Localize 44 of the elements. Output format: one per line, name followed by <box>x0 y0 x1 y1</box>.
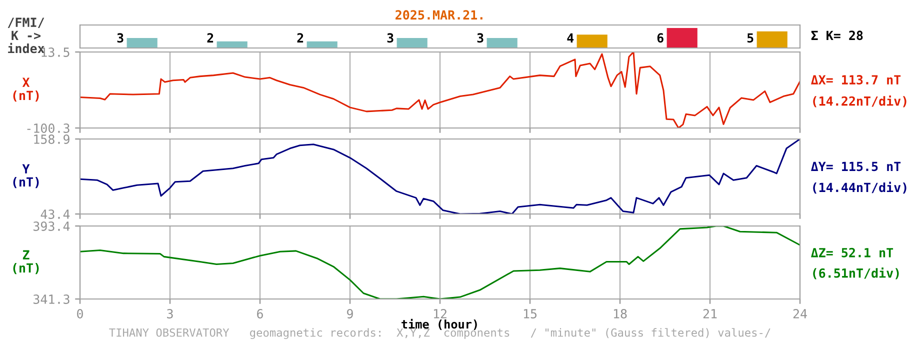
text: (14.44nT/div) <box>813 182 906 194</box>
x-tick-label: 24 <box>793 309 807 318</box>
text: (14.22nT/div) <box>813 95 906 108</box>
text: ΔZ= 52.1 nT <box>811 248 894 258</box>
bar <box>756 31 788 48</box>
data-label: 5 <box>747 33 754 43</box>
x-tick-label: 12 <box>434 309 446 318</box>
bar <box>486 38 518 48</box>
line-series <box>80 52 800 128</box>
x-tick-label: 15 <box>524 309 537 318</box>
text: (6.51nT/div) <box>813 267 899 280</box>
x-tick-label: 9 <box>347 309 353 318</box>
y-tick-label: 341.3 <box>33 294 70 304</box>
y-tick-label: 158.9 <box>34 134 70 144</box>
y-axis-title: Y (nT) <box>13 164 39 188</box>
data-label: 3 <box>117 33 124 43</box>
data-label: 4 <box>567 33 574 42</box>
x-tick-label: 0 <box>77 309 83 318</box>
data-label: 2 <box>297 33 304 42</box>
chart-title: 2025.MAR.21. <box>396 10 482 20</box>
bar <box>666 28 698 48</box>
y-tick-label: 43.4 <box>40 210 70 219</box>
text: ΔY= 115.5 nT <box>811 162 901 172</box>
y-axis-title: X (nT) <box>13 78 39 102</box>
y-tick-label: -100.3 <box>27 124 70 133</box>
bar <box>306 41 338 48</box>
bar <box>216 41 248 48</box>
line-series <box>80 226 800 299</box>
data-label: 6 <box>657 33 664 43</box>
data-label: 2 <box>207 33 214 42</box>
x-tick-label: 6 <box>257 309 263 318</box>
y-axis-title: Z (nT) <box>13 250 39 274</box>
x-tick-label: 3 <box>167 309 173 318</box>
bar <box>396 38 428 48</box>
bar <box>576 34 608 48</box>
x-tick-label: 21 <box>703 309 717 318</box>
data-label: 3 <box>387 33 394 43</box>
x-tick-label: 18 <box>614 309 627 318</box>
bar <box>126 38 158 48</box>
text: Σ K= 28 <box>811 30 863 40</box>
y-tick-label: 393.4 <box>33 222 70 231</box>
text: ΔX= 113.7 nT <box>811 75 901 85</box>
data-label: 3 <box>477 33 484 43</box>
line-series <box>80 139 800 214</box>
